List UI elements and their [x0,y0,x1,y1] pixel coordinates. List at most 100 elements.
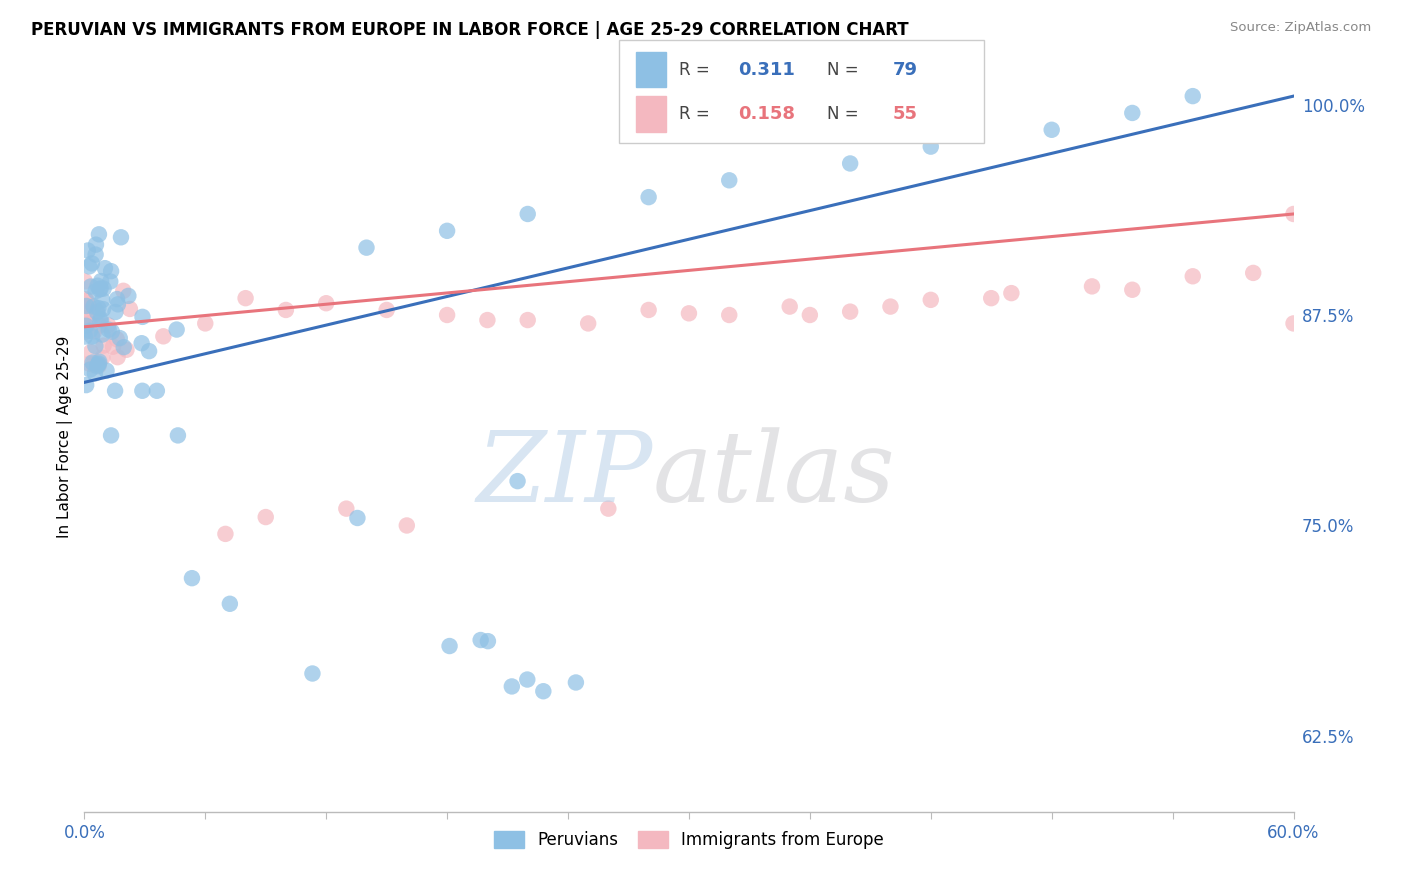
Point [1121,283,1143,297]
Point [107,297,129,311]
Point [439,639,461,653]
Point [980,291,1002,305]
Point [506,474,529,488]
Point [86,305,108,319]
Point [779,300,801,314]
Point [112,284,135,298]
Legend: Peruvians, Immigrants from Europe: Peruvians, Immigrants from Europe [486,824,891,855]
Bar [636,96,666,132]
Point [77,260,100,274]
Text: ZIP: ZIP [477,427,652,522]
Text: R =: R = [679,61,716,78]
Point [131,384,153,398]
Point [920,293,942,307]
Point [375,302,398,317]
Point [79,316,101,330]
Point [79,357,101,371]
Point [235,291,257,305]
Point [75,299,97,313]
Point [77,299,100,313]
Point [73,329,96,343]
Point [356,241,378,255]
Point [89,313,111,327]
Point [79,324,101,338]
Text: Source: ZipAtlas.com: Source: ZipAtlas.com [1230,21,1371,34]
Point [82,355,104,369]
Point [214,527,236,541]
Point [879,300,901,314]
Point [82,358,104,372]
Point [718,308,741,322]
Point [131,336,153,351]
Point [75,378,97,392]
Point [73,325,96,339]
Point [87,358,110,372]
Point [89,354,111,368]
Point [477,634,499,648]
Point [82,329,104,343]
Point [839,304,862,318]
Point [100,264,122,278]
Point [84,339,107,353]
Point [436,224,458,238]
Point [82,300,104,314]
Point [274,302,297,317]
Point [117,289,139,303]
Point [218,597,240,611]
Point [152,329,174,343]
Point [115,343,138,357]
Point [80,256,103,270]
Point [501,680,523,694]
Point [90,312,112,326]
Point [100,428,122,442]
Point [131,310,153,324]
Point [718,173,741,187]
Point [1121,106,1143,120]
Point [91,293,114,307]
Point [104,305,127,319]
Y-axis label: In Labor Force | Age 25-29: In Labor Force | Age 25-29 [58,336,73,538]
Point [80,279,103,293]
Point [470,633,492,648]
Point [1241,266,1264,280]
Point [76,309,98,323]
Point [107,350,129,364]
Point [89,318,111,333]
Text: 0.158: 0.158 [738,105,796,123]
Text: 55: 55 [893,105,918,123]
Point [531,684,554,698]
Point [87,227,110,242]
Point [76,244,98,258]
Point [112,340,135,354]
Text: 79: 79 [893,61,918,78]
Point [93,282,115,296]
Point [90,274,112,288]
Text: R =: R = [679,105,716,123]
Text: 0.311: 0.311 [738,61,794,78]
Point [598,501,620,516]
Point [97,318,120,333]
Point [86,278,108,293]
Bar [636,52,666,87]
Point [166,322,188,336]
Text: N =: N = [827,105,863,123]
Point [94,261,117,276]
Point [516,207,538,221]
Point [105,332,128,346]
Point [84,237,107,252]
FancyBboxPatch shape [619,40,984,143]
Text: PERUVIAN VS IMMIGRANTS FROM EUROPE IN LABOR FORCE | AGE 25-29 CORRELATION CHART: PERUVIAN VS IMMIGRANTS FROM EUROPE IN LA… [31,21,908,38]
Point [91,327,114,342]
Point [79,362,101,376]
Point [84,284,107,298]
Point [90,281,112,295]
Point [87,357,110,371]
Point [576,317,599,331]
Point [920,139,942,153]
Point [637,302,659,317]
Point [96,364,118,378]
Point [477,313,499,327]
Point [1181,89,1204,103]
Point [315,296,337,310]
Point [75,293,97,308]
